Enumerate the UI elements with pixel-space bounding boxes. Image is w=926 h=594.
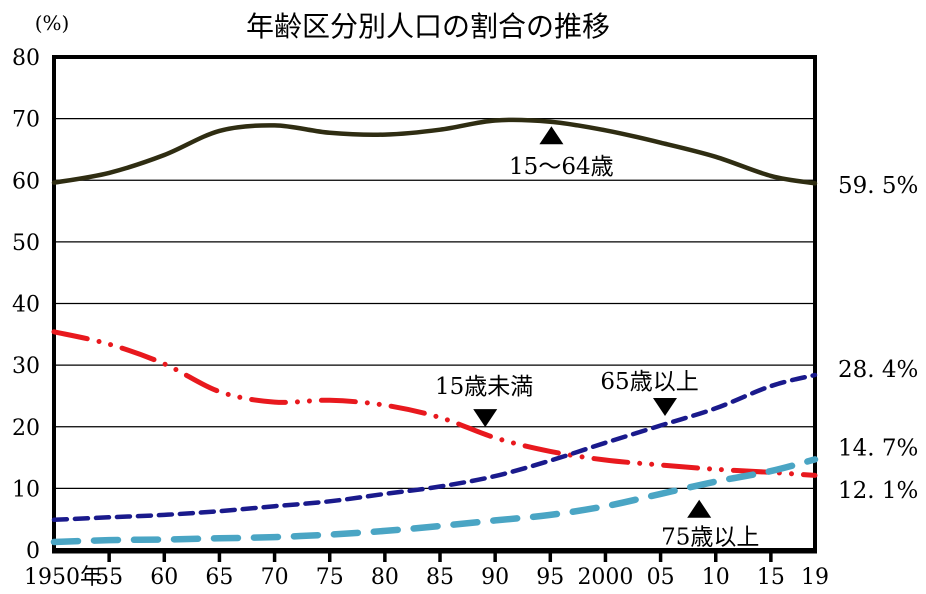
x-tick-label: 70 <box>261 565 289 590</box>
x-tick-label: 90 <box>481 565 509 590</box>
x-tick-label: 10 <box>702 565 730 590</box>
series-line-age-15-64 <box>51 117 818 186</box>
x-tick-label: 1950年 <box>24 565 102 590</box>
end-value-label: 59. 5% <box>838 173 918 199</box>
series-line-over-75 <box>50 456 819 546</box>
y-tick-label: 0 <box>26 539 40 564</box>
x-tick-label: 15 <box>757 565 785 590</box>
annotation-label: 65歳以上 <box>600 369 698 395</box>
x-tick-label: 2000 <box>577 565 633 590</box>
annotation-label: 75歳以上 <box>661 524 759 550</box>
annotation-marker-triangle <box>473 409 498 428</box>
x-tick-label: 95 <box>536 565 564 590</box>
annotation-label: 15〜64歳 <box>509 154 614 180</box>
x-tick-label: 80 <box>371 565 399 590</box>
x-tick-label: 65 <box>205 565 233 590</box>
annotation-label: 15歳未満 <box>435 374 533 400</box>
x-tick-label: 19 <box>801 565 829 590</box>
annotation-marker-triangle <box>539 126 564 145</box>
series-line-over-65 <box>51 372 818 523</box>
x-tick-label: 05 <box>647 565 675 590</box>
y-tick-label: 20 <box>12 416 40 441</box>
end-value-label: 14. 7% <box>838 436 918 462</box>
x-tick-label: 55 <box>95 565 123 590</box>
end-value-label: 28. 4% <box>838 357 918 383</box>
y-tick-label: 10 <box>12 477 40 502</box>
annotation-marker-triangle <box>687 499 712 518</box>
y-tick-label: 50 <box>12 231 40 256</box>
end-value-label: 12. 1% <box>838 478 918 504</box>
y-tick-label: 30 <box>12 354 40 379</box>
y-tick-label: 80 <box>12 46 40 71</box>
y-tick-label: 40 <box>12 293 40 318</box>
chart-title: 年齢区分別人口の割合の推移 <box>246 10 610 43</box>
y-tick-label: 60 <box>12 169 40 194</box>
y-tick-label: 70 <box>12 108 40 133</box>
x-tick-label: 60 <box>150 565 178 590</box>
y-axis-unit-label: (%) <box>35 11 70 35</box>
series-line-under-15 <box>51 329 818 478</box>
annotation-marker-triangle <box>653 398 678 417</box>
x-tick-label: 85 <box>426 565 454 590</box>
x-tick-label: 75 <box>316 565 344 590</box>
